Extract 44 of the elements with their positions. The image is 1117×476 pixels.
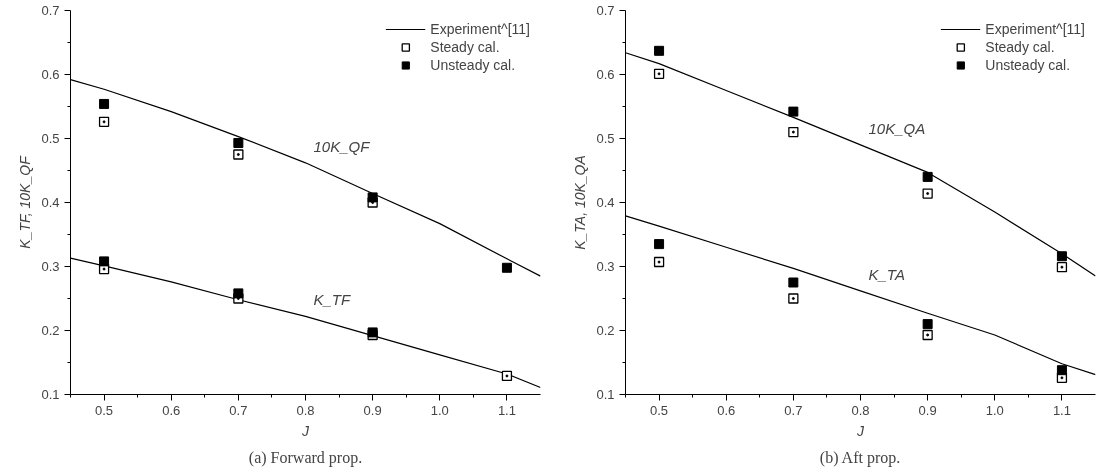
x-tick-label: 1.1 [497,402,516,418]
y-tick-label: 0.2 [596,323,615,338]
x-tick-label: 0.9 [363,402,382,418]
y-tick-label: 0.2 [41,323,60,338]
x-tick-label: 0.8 [851,402,870,418]
x-axis-title: J [856,422,865,439]
annotation: K_TA [868,265,905,283]
legend-label: Experiment^[11] [985,20,1085,38]
y-tick-label: 0.1 [596,387,615,402]
y-tick-label: 0.1 [41,387,60,402]
annotation: 10K_QF [313,137,371,155]
annotation: K_TF [313,291,352,309]
annotation: 10K_QA [868,119,926,137]
x-tick-label: 0.6 [162,402,181,418]
x-tick-label: 0.7 [229,402,248,418]
text: (a) Forward prop. [248,448,363,467]
x-tick-label: 1.0 [430,402,449,418]
y-tick-label: 0.4 [41,195,60,210]
x-tick-label: 1.0 [985,402,1004,418]
legend-label: Steady cal. [985,38,1055,56]
y-tick-label: 0.4 [596,195,615,210]
y-tick-label: 0.3 [41,259,60,274]
legend-label: Unsteady cal. [430,56,516,74]
y-tick-label: 0.5 [41,131,60,146]
y-tick-label: 0.7 [596,3,615,18]
x-tick-label: 0.8 [296,402,315,418]
y-tick-label: 0.7 [41,3,60,18]
x-tick-label: 1.1 [1052,402,1071,418]
x-tick-label: 0.9 [918,402,937,418]
x-axis-title: J [301,422,310,439]
y-tick-label: 0.6 [41,67,60,82]
legend-label: Unsteady cal. [985,56,1071,74]
y-axis-title: K_TF, 10K_QF [17,154,34,249]
legend-label: Steady cal. [430,38,500,56]
y-tick-label: 0.6 [596,67,615,82]
x-tick-label: 0.6 [717,402,736,418]
y-tick-label: 0.5 [596,131,615,146]
legend-label: Experiment^[11] [430,20,530,38]
text: (b) Aft prop. [819,448,901,467]
y-tick-label: 0.3 [596,259,615,274]
x-tick-label: 0.5 [95,402,114,418]
x-tick-label: 0.5 [650,402,669,418]
x-tick-label: 0.7 [784,402,803,418]
y-axis-title: K_TA, 10K_QA [572,155,589,250]
